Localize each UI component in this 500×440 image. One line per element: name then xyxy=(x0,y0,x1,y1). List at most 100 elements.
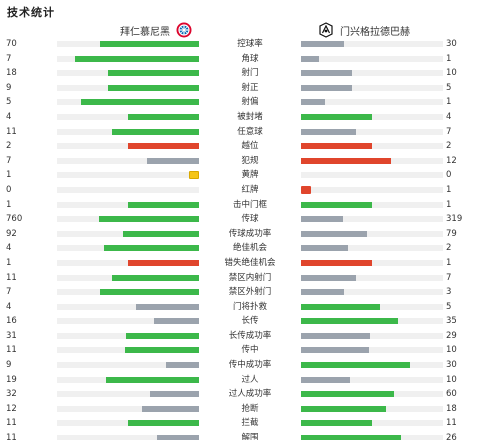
away-value: 79 xyxy=(446,228,457,239)
home-bar xyxy=(125,347,199,354)
home-bar-track xyxy=(57,157,199,164)
gladbach-logo-icon xyxy=(319,22,333,38)
stat-label: 门将扑救 xyxy=(232,301,267,312)
stat-row: 1 错失绝佳机会 1 xyxy=(0,256,500,271)
away-bar xyxy=(301,420,372,427)
away-bar-track xyxy=(301,113,443,120)
home-bar xyxy=(128,201,199,208)
home-bar xyxy=(75,55,199,62)
away-bar xyxy=(301,362,410,369)
home-bar xyxy=(128,143,199,150)
away-bar-background xyxy=(301,143,443,150)
stats-table: 70 控球率 30 7 角球 1 18 射门 10 9 射正 5 5 射偏 1 4 被封堵 4 11 任意球 7 2 越位 2… xyxy=(0,37,500,440)
home-bar-background xyxy=(57,318,199,325)
home-bar-track xyxy=(57,259,199,266)
home-value: 11 xyxy=(6,418,17,429)
away-bar-background xyxy=(301,201,443,208)
stat-label: 控球率 xyxy=(237,39,263,49)
away-bar-track xyxy=(301,230,443,237)
away-bar-track xyxy=(301,391,443,398)
stat-label: 射偏 xyxy=(241,97,259,108)
home-value: 0 xyxy=(6,184,12,195)
home-value: 9 xyxy=(6,360,12,371)
home-bar-track xyxy=(57,332,199,339)
home-bar-track xyxy=(57,420,199,427)
away-bar xyxy=(301,303,380,310)
home-bar xyxy=(108,70,199,77)
home-bar-background xyxy=(57,172,199,179)
stat-label: 过人 xyxy=(241,374,259,385)
home-value: 11 xyxy=(6,272,17,283)
stat-label: 长传 xyxy=(241,316,259,327)
stat-label: 拦截 xyxy=(241,418,259,429)
home-bar xyxy=(189,171,199,180)
stat-row: 0 红牌 1 xyxy=(0,183,500,198)
stat-row: 1 黄牌 0 xyxy=(0,168,500,183)
home-value: 31 xyxy=(6,330,17,341)
stat-row: 11 拦截 11 xyxy=(0,416,500,431)
home-bar-track xyxy=(57,55,199,62)
away-value: 29 xyxy=(446,330,457,341)
home-bar xyxy=(154,318,199,325)
away-value: 7 xyxy=(446,272,452,283)
home-value: 7 xyxy=(6,155,12,166)
away-bar-track xyxy=(301,55,443,62)
away-value: 5 xyxy=(446,301,452,312)
away-bar-track xyxy=(301,245,443,252)
away-value: 2 xyxy=(446,243,452,254)
home-bar xyxy=(128,259,199,266)
home-value: 1 xyxy=(6,257,12,268)
away-bar-track xyxy=(301,70,443,77)
home-bar xyxy=(123,230,199,237)
home-bar-track xyxy=(57,289,199,296)
stat-label: 绝佳机会 xyxy=(232,243,267,254)
home-team-header[interactable]: 拜仁慕尼黑 xyxy=(120,21,198,39)
away-bar xyxy=(301,201,372,208)
away-value: 18 xyxy=(446,403,457,414)
away-bar xyxy=(301,216,343,223)
home-bar-track xyxy=(57,171,199,180)
away-team-header[interactable]: 门兴格拉德巴赫 xyxy=(312,21,410,39)
bayern-logo-icon xyxy=(176,22,192,38)
away-bar xyxy=(301,157,391,164)
stat-label: 长传成功率 xyxy=(228,330,272,341)
home-bar xyxy=(128,113,199,120)
home-bar-track xyxy=(57,84,199,91)
stat-row: 11 任意球 7 xyxy=(0,125,500,140)
home-value: 4 xyxy=(6,243,12,254)
stat-row: 16 长传 35 xyxy=(0,314,500,329)
home-bar xyxy=(104,245,199,252)
away-bar xyxy=(301,99,325,106)
away-value: 7 xyxy=(446,126,452,137)
away-value: 0 xyxy=(446,170,452,181)
home-bar-background xyxy=(57,405,199,412)
away-bar-background xyxy=(301,274,443,281)
away-bar-background xyxy=(301,41,443,47)
away-bar xyxy=(301,435,401,440)
away-bar-track xyxy=(301,376,443,383)
stat-row: 4 门将扑救 5 xyxy=(0,300,500,315)
home-bar-background xyxy=(57,157,199,164)
stat-label: 解围 xyxy=(241,433,259,440)
home-value: 12 xyxy=(6,403,17,414)
away-bar xyxy=(301,70,352,77)
home-bar-track xyxy=(57,303,199,310)
home-bar-track xyxy=(57,274,199,281)
home-bar-track xyxy=(57,99,199,106)
away-bar-track xyxy=(301,303,443,310)
away-bar-background xyxy=(301,55,443,62)
away-bar xyxy=(301,391,394,398)
home-bar-background xyxy=(57,435,199,440)
away-value: 26 xyxy=(446,433,457,440)
away-bar xyxy=(301,41,344,47)
away-bar xyxy=(301,113,372,120)
stat-label: 禁区内射门 xyxy=(228,272,272,283)
away-value: 1 xyxy=(446,199,452,210)
home-value: 11 xyxy=(6,345,17,356)
home-value: 11 xyxy=(6,126,17,137)
home-bar xyxy=(147,157,199,164)
home-value: 5 xyxy=(6,97,12,108)
stat-label: 射门 xyxy=(241,68,259,79)
away-value: 1 xyxy=(446,257,452,268)
away-value: 11 xyxy=(446,418,457,429)
